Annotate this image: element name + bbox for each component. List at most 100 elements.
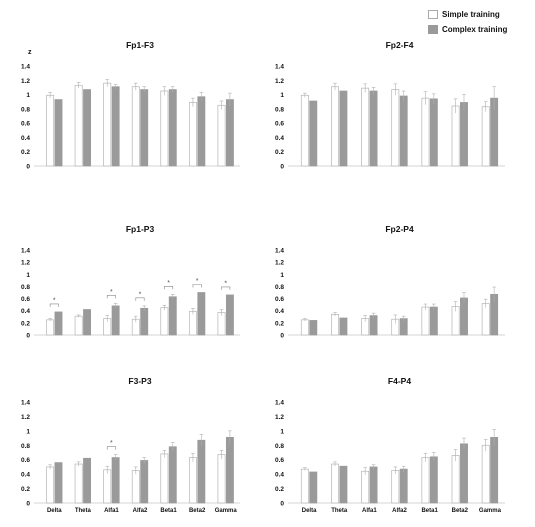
- significance-bracket: [221, 286, 231, 290]
- y-tick-label: 0.6: [21, 296, 30, 303]
- y-tick-label: 1: [26, 92, 30, 99]
- x-tick-label-beta2: Beta2: [452, 508, 469, 514]
- y-tick-label: 0.2: [275, 320, 284, 327]
- chart-panel-4: F3-P3 0 0.2 0.4 0.6 0.8 1 1.2 1.4 Delta Theta * Alfa…: [21, 376, 240, 514]
- bar-complex-delta: [54, 462, 63, 504]
- significance-bracket: [192, 284, 202, 288]
- bar-complex-beta2: [197, 439, 206, 504]
- bar-simple-beta2: [188, 102, 197, 167]
- y-tick-label: 0: [280, 333, 284, 340]
- bar-simple-theta: [74, 463, 83, 504]
- chart-panel-2: Fp1-P3 0 0.2 0.4 0.6 0.8 1 1.2 1.4 * * * * * *: [21, 224, 240, 340]
- y-tick-label: 0.6: [21, 121, 30, 128]
- bar-complex-theta: [339, 90, 348, 167]
- chart-title: Fp2-P4: [385, 224, 414, 234]
- y-tick-label: 1.4: [21, 64, 30, 71]
- y-tick-label: 1.2: [21, 414, 30, 421]
- significance-bracket: [106, 446, 116, 450]
- y-tick-label: 0.6: [275, 457, 284, 464]
- y-tick-label: 0.2: [275, 149, 284, 156]
- legend-label-simple: Simple training: [442, 10, 500, 19]
- bar-simple-gamma: [481, 106, 490, 167]
- bar-simple-delta: [300, 94, 309, 167]
- x-tick-label-beta1: Beta1: [160, 508, 177, 514]
- bar-complex-alfa1: [369, 466, 378, 504]
- legend-swatch-simple: [428, 10, 438, 19]
- y-tick-label: 1.4: [275, 248, 284, 255]
- bar-complex-beta1: [168, 446, 177, 504]
- y-tick-label: 0.8: [21, 284, 30, 291]
- y-tick-label: 0: [280, 501, 284, 508]
- x-tick-label-gamma: Gamma: [215, 508, 238, 514]
- bar-complex-beta2: [197, 292, 206, 336]
- y-tick-label: 0: [26, 164, 30, 171]
- y-axis-label: z: [28, 49, 32, 56]
- y-tick-label: 1: [26, 272, 30, 279]
- bar-complex-alfa2: [140, 460, 149, 504]
- bar-complex-gamma: [490, 437, 499, 504]
- bar-complex-alfa1: [111, 305, 120, 336]
- x-tick-label-alfa2: Alfa2: [392, 508, 407, 514]
- bar-complex-beta2: [460, 102, 468, 167]
- y-tick-label: 1: [280, 272, 284, 279]
- y-tick-label: 0.4: [275, 135, 284, 142]
- bar-complex-alfa1: [369, 315, 378, 336]
- bar-simple-beta1: [421, 306, 430, 336]
- bar-complex-theta: [339, 465, 348, 504]
- bar-complex-gamma: [225, 99, 234, 167]
- chart-title: F3-P3: [128, 376, 151, 386]
- y-tick-label: 1.4: [275, 400, 284, 407]
- bar-complex-beta1: [168, 89, 177, 167]
- bar-simple-delta: [46, 466, 55, 504]
- y-tick-label: 0.8: [275, 443, 284, 450]
- bar-complex-alfa2: [140, 307, 149, 336]
- bar-simple-gamma: [481, 303, 490, 336]
- bar-simple-beta2: [188, 310, 197, 336]
- bar-simple-beta2: [188, 457, 197, 504]
- chart-title: Fp1-P3: [126, 224, 155, 234]
- bar-simple-delta: [46, 319, 55, 336]
- y-tick-label: 0.8: [21, 106, 30, 113]
- y-tick-label: 1: [26, 428, 30, 435]
- bar-simple-alfa2: [391, 89, 400, 167]
- y-tick-label: 1.2: [275, 414, 284, 421]
- significance-bracket: [49, 303, 59, 307]
- legend-item-complex: Complex training: [428, 23, 533, 36]
- legend-item-simple: Simple training: [428, 8, 533, 21]
- significance-star: *: [53, 297, 56, 304]
- bar-complex-delta: [54, 99, 63, 167]
- bar-complex-alfa1: [369, 90, 378, 167]
- y-tick-label: 1.4: [21, 248, 30, 255]
- y-tick-label: 0.4: [21, 308, 30, 315]
- bar-complex-gamma: [225, 294, 234, 336]
- bar-simple-alfa2: [391, 470, 400, 504]
- significance-bracket: [106, 295, 116, 299]
- chart-title: Fp2-F4: [386, 40, 414, 50]
- chart-panel-1: Fp2-F4 0 0.2 0.4 0.6 0.8 1 1.2 1.4: [275, 40, 505, 171]
- chart-title: F4-P4: [388, 376, 411, 386]
- x-tick-label-delta: Delta: [47, 508, 62, 514]
- bar-simple-gamma: [217, 454, 226, 504]
- bar-complex-delta: [309, 471, 318, 504]
- significance-star: *: [224, 280, 227, 287]
- y-tick-label: 0: [26, 501, 30, 508]
- y-tick-label: 0.8: [275, 106, 284, 113]
- bar-complex-beta2: [460, 297, 468, 336]
- bar-simple-alfa2: [131, 86, 140, 167]
- y-tick-label: 1.2: [21, 78, 30, 85]
- y-tick-label: 0.2: [21, 486, 30, 493]
- x-tick-label-alfa2: Alfa2: [133, 508, 148, 514]
- y-tick-label: 0.6: [21, 457, 30, 464]
- bar-complex-delta: [309, 100, 318, 167]
- bar-complex-theta: [339, 317, 348, 336]
- significance-star: *: [110, 289, 113, 296]
- significance-bracket: [135, 297, 145, 301]
- y-tick-label: 0.6: [275, 121, 284, 128]
- significance-star: *: [167, 280, 170, 287]
- bar-complex-theta: [83, 457, 92, 504]
- bar-simple-gamma: [217, 312, 226, 336]
- bar-complex-delta: [54, 311, 63, 336]
- chart-panel-3: Fp2-P4 0 0.2 0.4 0.6 0.8 1 1.2 1.4: [275, 224, 505, 340]
- y-tick-label: 0.4: [275, 472, 284, 479]
